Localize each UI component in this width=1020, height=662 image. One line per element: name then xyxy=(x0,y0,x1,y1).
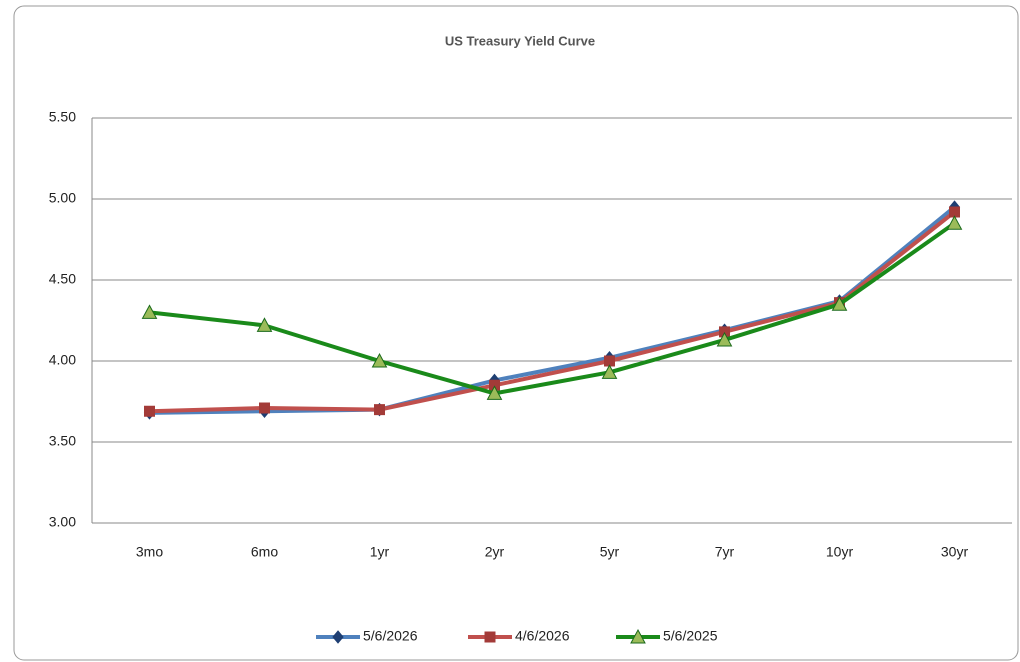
legend-label: 5/6/2026 xyxy=(363,628,418,644)
data-marker xyxy=(256,317,273,332)
data-marker xyxy=(259,402,270,414)
x-tick-label: 3mo xyxy=(136,544,163,560)
y-tick-label: 3.00 xyxy=(49,514,76,530)
data-marker xyxy=(831,296,848,311)
y-tick-label: 3.50 xyxy=(49,433,76,449)
legend-label: 4/6/2026 xyxy=(515,628,570,644)
y-tick-label: 5.50 xyxy=(49,109,76,125)
x-tick-label: 2yr xyxy=(485,544,505,560)
chart-title: US Treasury Yield Curve xyxy=(445,33,595,48)
series-line xyxy=(149,221,956,396)
data-marker xyxy=(141,304,158,319)
x-tick-label: 5yr xyxy=(600,544,620,560)
series-line xyxy=(149,210,956,414)
data-marker xyxy=(601,364,618,379)
legend-marker xyxy=(630,628,646,644)
data-marker xyxy=(144,405,155,417)
chart-frame xyxy=(13,5,1019,661)
x-tick-label: 7yr xyxy=(715,544,735,560)
data-marker xyxy=(486,385,503,400)
x-tick-label: 6mo xyxy=(251,544,278,560)
y-tick-label: 4.50 xyxy=(49,271,76,287)
data-marker xyxy=(489,379,500,391)
x-tick-label: 30yr xyxy=(941,544,969,560)
y-tick-label: 5.00 xyxy=(49,190,76,206)
data-marker xyxy=(946,215,963,230)
legend-marker xyxy=(332,630,344,644)
data-marker xyxy=(716,331,733,347)
x-tick-label: 10yr xyxy=(826,544,854,560)
data-marker xyxy=(949,206,960,218)
legend-label: 5/6/2025 xyxy=(663,628,718,644)
data-marker xyxy=(371,352,388,368)
y-tick-label: 4.00 xyxy=(49,352,76,368)
data-marker xyxy=(374,404,385,416)
data-marker xyxy=(604,355,615,367)
x-tick-label: 1yr xyxy=(370,544,390,560)
legend-marker xyxy=(484,631,496,643)
